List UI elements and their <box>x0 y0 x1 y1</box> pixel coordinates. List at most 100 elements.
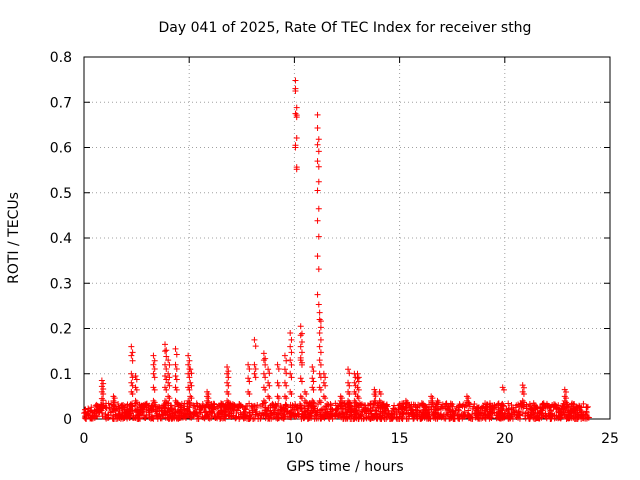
data-point <box>333 410 340 417</box>
data-point <box>186 386 193 393</box>
data-point <box>314 217 321 224</box>
data-point <box>413 406 420 413</box>
data-point <box>281 414 288 421</box>
data-point <box>229 404 236 411</box>
data-point <box>262 386 269 393</box>
data-point <box>173 351 180 358</box>
data-point <box>188 395 195 402</box>
data-point <box>374 414 381 421</box>
data-point <box>166 374 173 381</box>
data-point <box>212 414 219 421</box>
data-point <box>172 406 179 413</box>
data-point <box>345 379 352 386</box>
data-point <box>287 404 294 411</box>
data-point <box>129 374 136 381</box>
data-point <box>130 414 137 421</box>
data-point <box>262 399 269 406</box>
data-point <box>163 353 170 360</box>
data-point <box>205 391 212 398</box>
data-point <box>498 405 505 412</box>
data-point <box>420 412 427 419</box>
data-point <box>519 409 526 416</box>
data-point <box>85 405 92 412</box>
data-point <box>163 347 170 354</box>
data-point <box>275 395 282 402</box>
data-point <box>546 407 553 414</box>
data-point <box>262 374 269 381</box>
data-point <box>449 408 456 415</box>
data-point <box>555 402 562 409</box>
data-point <box>173 386 180 393</box>
data-point <box>490 405 497 412</box>
data-point <box>448 402 455 409</box>
data-point <box>315 178 322 185</box>
data-point <box>513 402 520 409</box>
data-point <box>540 401 547 408</box>
data-point <box>353 403 360 410</box>
data-point <box>132 397 139 404</box>
data-point <box>323 403 330 410</box>
data-point <box>206 408 213 415</box>
data-point <box>306 415 313 422</box>
data-point <box>341 409 348 416</box>
data-point <box>455 403 462 410</box>
data-point <box>528 405 535 412</box>
data-point <box>377 399 384 406</box>
data-point <box>355 410 362 417</box>
data-point <box>498 412 505 419</box>
data-point <box>162 348 169 355</box>
data-point <box>520 384 527 391</box>
data-point <box>301 413 308 420</box>
data-point <box>557 409 564 416</box>
data-point <box>469 411 476 418</box>
data-point <box>322 374 329 381</box>
data-point <box>309 375 316 382</box>
data-point <box>540 400 547 407</box>
data-point <box>274 361 281 368</box>
data-point <box>328 406 335 413</box>
data-point <box>309 363 316 370</box>
data-point <box>358 415 365 422</box>
data-point <box>226 410 233 417</box>
data-point <box>402 397 409 404</box>
data-point <box>294 403 301 410</box>
data-point <box>150 397 157 404</box>
data-point <box>314 407 321 414</box>
data-point <box>132 373 139 380</box>
data-point <box>216 409 223 416</box>
data-point <box>100 386 107 393</box>
data-point <box>530 409 537 416</box>
data-point <box>146 411 153 418</box>
data-point <box>143 401 150 408</box>
data-point <box>93 401 100 408</box>
data-point <box>377 391 384 398</box>
data-point <box>196 409 203 416</box>
data-point <box>143 412 150 419</box>
data-point <box>414 413 421 420</box>
data-point <box>480 403 487 410</box>
data-point <box>371 397 378 404</box>
data-point <box>185 370 192 377</box>
data-point <box>322 382 329 389</box>
data-point <box>175 412 182 419</box>
data-point <box>424 411 431 418</box>
data-point <box>246 366 253 373</box>
data-point <box>203 402 210 409</box>
data-point <box>266 395 273 402</box>
data-point <box>472 414 479 421</box>
data-point <box>317 318 324 325</box>
data-point <box>100 397 107 404</box>
data-point <box>128 370 135 377</box>
data-point <box>188 370 195 377</box>
data-point <box>374 402 381 409</box>
data-point <box>129 349 136 356</box>
data-point <box>563 388 570 395</box>
data-point <box>198 405 205 412</box>
data-point <box>288 391 295 398</box>
data-point <box>165 370 172 377</box>
data-point <box>395 415 402 422</box>
data-point <box>260 384 267 391</box>
data-point <box>260 350 267 357</box>
data-point <box>262 361 269 368</box>
data-point <box>348 413 355 420</box>
